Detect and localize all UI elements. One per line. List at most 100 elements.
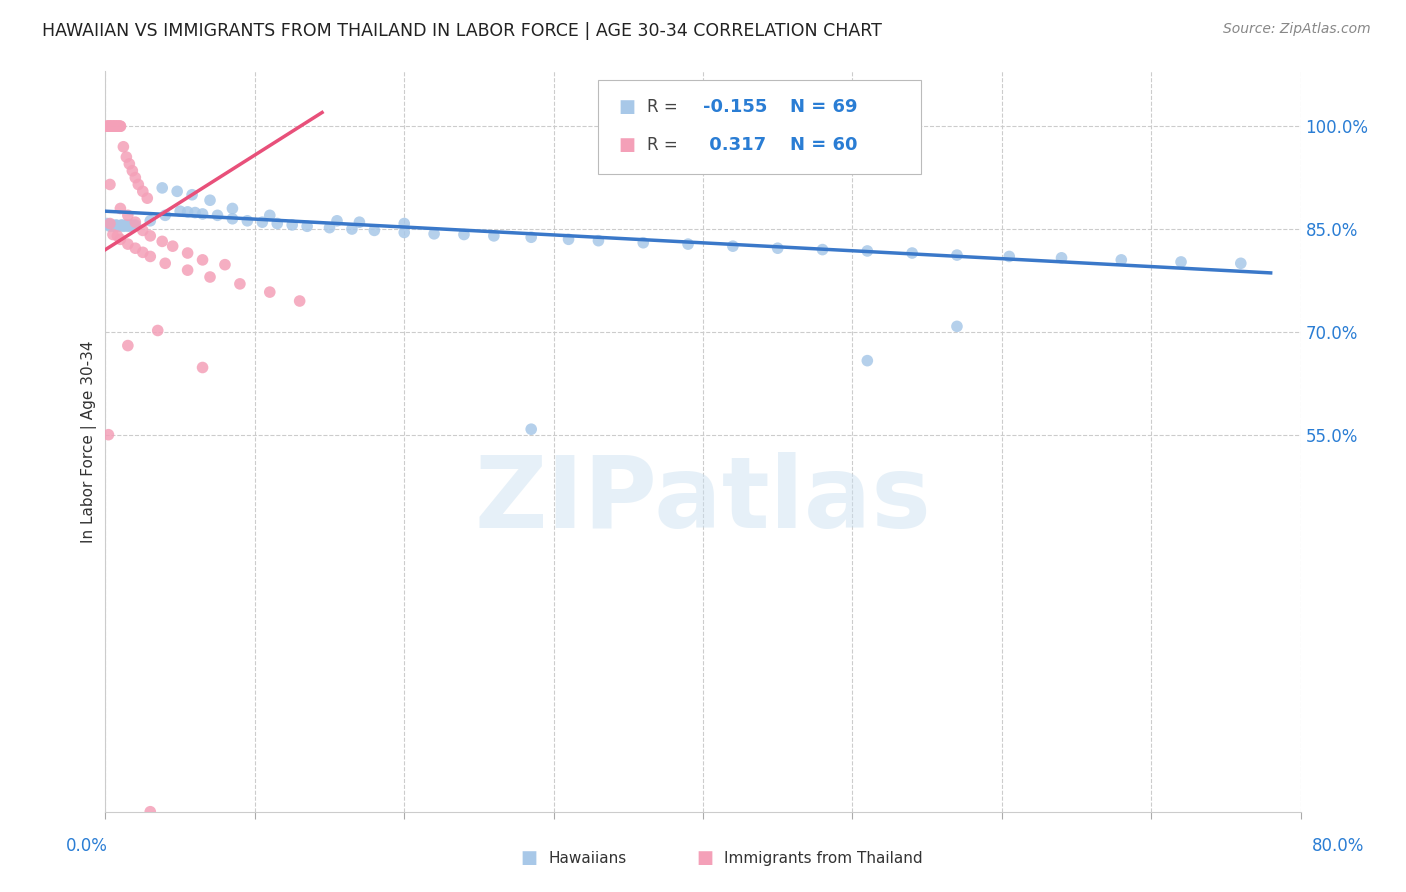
Point	[557, 232, 579, 246]
Text: Immigrants from Thailand: Immigrants from Thailand	[724, 851, 922, 865]
Point	[214, 258, 236, 272]
Point	[633, 235, 655, 250]
Point	[124, 215, 146, 229]
Point	[1111, 252, 1133, 267]
Point	[856, 244, 879, 258]
Point	[229, 277, 252, 291]
Point	[110, 119, 132, 133]
Point	[184, 205, 207, 219]
Point	[901, 246, 924, 260]
Point	[104, 119, 127, 133]
Text: Source: ZipAtlas.com: Source: ZipAtlas.com	[1223, 22, 1371, 37]
Point	[107, 119, 129, 133]
Point	[1170, 255, 1192, 269]
Point	[259, 285, 281, 299]
Text: 0.317: 0.317	[703, 136, 766, 154]
Point	[453, 227, 475, 242]
Point	[150, 181, 173, 195]
Point	[811, 243, 834, 257]
Point	[349, 215, 371, 229]
Point	[118, 157, 141, 171]
Point	[266, 217, 288, 231]
Point	[117, 338, 139, 352]
Text: N = 69: N = 69	[790, 98, 858, 116]
Point	[124, 241, 146, 255]
Point	[97, 119, 120, 133]
Point	[191, 252, 214, 267]
Point	[112, 140, 135, 154]
Text: Hawaiians: Hawaiians	[548, 851, 627, 865]
Point	[363, 223, 385, 237]
Point	[139, 805, 162, 819]
Text: ■: ■	[696, 849, 713, 867]
Point	[326, 214, 349, 228]
Point	[198, 193, 221, 207]
Point	[114, 219, 136, 233]
Point	[340, 222, 363, 236]
Point	[998, 250, 1021, 264]
Text: R =: R =	[647, 136, 688, 154]
Point	[856, 353, 879, 368]
Point	[176, 205, 198, 219]
Text: HAWAIIAN VS IMMIGRANTS FROM THAILAND IN LABOR FORCE | AGE 30-34 CORRELATION CHAR: HAWAIIAN VS IMMIGRANTS FROM THAILAND IN …	[42, 22, 882, 40]
Point	[132, 223, 155, 237]
Point	[98, 119, 121, 133]
Text: ■: ■	[520, 849, 537, 867]
Point	[191, 360, 214, 375]
Point	[150, 235, 173, 249]
Text: ZIPatlas: ZIPatlas	[475, 452, 931, 549]
Point	[97, 427, 120, 442]
Point	[115, 218, 138, 232]
Point	[181, 187, 204, 202]
Point	[191, 207, 214, 221]
Point	[946, 319, 969, 334]
Point	[520, 422, 543, 436]
Point	[252, 215, 274, 229]
Point	[117, 208, 139, 222]
Point	[96, 119, 118, 133]
Point	[155, 208, 177, 222]
Point	[139, 214, 162, 228]
Point	[132, 184, 155, 198]
Point	[676, 237, 699, 252]
Point	[588, 234, 610, 248]
Point	[120, 218, 142, 232]
Point	[394, 217, 416, 231]
Point	[103, 119, 125, 133]
Point	[110, 232, 132, 246]
Point	[122, 219, 145, 233]
Text: ■: ■	[619, 98, 636, 116]
Point	[100, 119, 122, 133]
Point	[259, 208, 281, 222]
Point	[482, 228, 505, 243]
Point	[1050, 251, 1073, 265]
Point	[136, 191, 159, 205]
Point	[115, 150, 138, 164]
Point	[121, 219, 143, 234]
Point	[236, 214, 259, 228]
Point	[97, 119, 120, 133]
Text: R =: R =	[647, 98, 683, 116]
Point	[318, 220, 340, 235]
Point	[107, 219, 129, 233]
Point	[96, 119, 118, 133]
Point	[98, 178, 121, 192]
Point	[98, 219, 121, 234]
Point	[101, 119, 124, 133]
Point	[118, 219, 141, 233]
Point	[198, 270, 221, 285]
Point	[104, 218, 127, 232]
Text: -0.155: -0.155	[703, 98, 768, 116]
Point	[98, 119, 121, 133]
Text: N = 60: N = 60	[790, 136, 858, 154]
Point	[162, 239, 184, 253]
Point	[100, 218, 122, 232]
Point	[221, 211, 243, 226]
Point	[103, 219, 125, 234]
Point	[295, 219, 318, 234]
Point	[766, 241, 789, 255]
Point	[98, 217, 121, 231]
Point	[146, 324, 169, 338]
Point	[107, 119, 129, 133]
Point	[394, 226, 416, 240]
